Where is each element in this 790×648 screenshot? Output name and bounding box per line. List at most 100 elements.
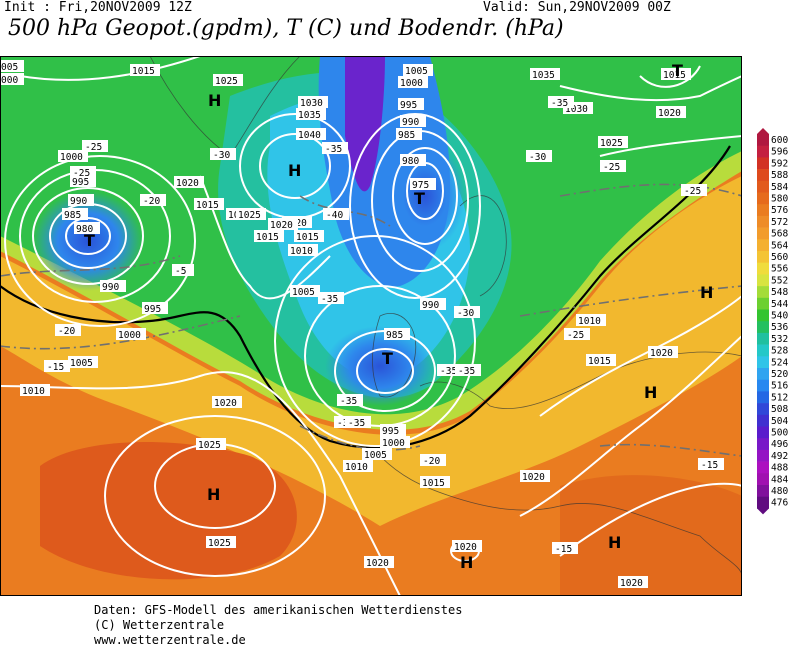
svg-text:-35: -35 bbox=[340, 396, 357, 407]
data-credits: Daten: GFS-Modell des amerikanischen Wet… bbox=[94, 603, 462, 648]
svg-text:1020: 1020 bbox=[658, 108, 681, 119]
svg-text:1020: 1020 bbox=[650, 348, 673, 359]
pressure-label: 1010 bbox=[576, 314, 606, 327]
svg-text:985: 985 bbox=[386, 330, 403, 341]
pressure-label: 1035 bbox=[530, 68, 560, 81]
init-time: Init : Fri,20NOV2009 12Z bbox=[4, 0, 192, 15]
svg-text:1030: 1030 bbox=[565, 104, 588, 115]
scale-label: 552 bbox=[771, 275, 788, 286]
pressure-label: 1020 bbox=[174, 176, 204, 189]
scale-label: 564 bbox=[771, 240, 788, 251]
scale-swatch bbox=[757, 297, 769, 310]
scale-swatch bbox=[757, 344, 769, 357]
scale-label: 596 bbox=[771, 147, 788, 158]
svg-text:-30: -30 bbox=[457, 308, 474, 319]
svg-text:-20: -20 bbox=[58, 326, 75, 337]
svg-text:-25: -25 bbox=[567, 330, 584, 341]
svg-text:1005: 1005 bbox=[405, 66, 428, 77]
pressure-label: 1025 bbox=[196, 438, 226, 451]
scale-swatch bbox=[757, 403, 769, 416]
weather-map: 1015 1025 1030 1035 1040 1005 1000 995 9… bbox=[0, 56, 742, 596]
scale-label: 580 bbox=[771, 194, 788, 205]
scale-label: 484 bbox=[771, 474, 788, 485]
svg-text:1010: 1010 bbox=[22, 386, 45, 397]
geopotential-552-line bbox=[0, 145, 731, 449]
scale-label: 540 bbox=[771, 311, 788, 322]
svg-text:1015: 1015 bbox=[588, 356, 611, 367]
field-purple bbox=[345, 56, 385, 192]
svg-text:-25: -25 bbox=[85, 142, 102, 153]
svg-text:1010: 1010 bbox=[578, 316, 601, 327]
pressure-label: 1015 bbox=[254, 230, 284, 243]
pressure-label: 975 bbox=[410, 178, 436, 191]
high-center: H bbox=[207, 485, 220, 504]
scale-swatch bbox=[757, 379, 769, 392]
scale-label: 528 bbox=[771, 346, 788, 357]
pressure-label: 1015 bbox=[420, 476, 450, 489]
svg-text:1015: 1015 bbox=[422, 478, 445, 489]
temperature-label: -35 bbox=[322, 142, 348, 155]
svg-text:1005: 1005 bbox=[70, 358, 93, 369]
scale-label: 504 bbox=[771, 416, 788, 427]
scale-label: 476 bbox=[771, 498, 788, 509]
high-center: H bbox=[644, 383, 657, 402]
pressure-label: 1015 bbox=[661, 68, 691, 81]
low-west-field bbox=[33, 191, 143, 291]
svg-text:-15: -15 bbox=[555, 544, 572, 555]
valid-time: Valid: Sun,29NOV2009 00Z bbox=[483, 0, 671, 15]
svg-text:000: 000 bbox=[1, 75, 18, 86]
svg-text:-35: -35 bbox=[348, 418, 365, 429]
high-center: H bbox=[460, 553, 473, 572]
svg-text:1020: 1020 bbox=[176, 178, 199, 189]
scale-swatch bbox=[757, 192, 769, 205]
pressure-label: 1005 bbox=[68, 356, 98, 369]
svg-text:995: 995 bbox=[72, 177, 89, 188]
svg-text:-35: -35 bbox=[458, 366, 475, 377]
svg-text:985: 985 bbox=[64, 210, 81, 221]
svg-text:1000: 1000 bbox=[118, 330, 141, 341]
coastlines bbox=[149, 56, 742, 577]
pressure-label: 990 bbox=[68, 194, 94, 207]
pressure-label: 1000 bbox=[58, 150, 88, 163]
svg-text:1020: 1020 bbox=[522, 472, 545, 483]
map-frame bbox=[0, 56, 742, 596]
svg-text:990: 990 bbox=[102, 282, 119, 293]
high-center: H bbox=[288, 161, 301, 180]
pressure-label: 985 bbox=[396, 128, 422, 141]
svg-text:995: 995 bbox=[400, 100, 417, 111]
svg-text:1020: 1020 bbox=[214, 398, 237, 409]
high-center: H bbox=[208, 91, 221, 110]
pressure-label: 1015 bbox=[194, 198, 224, 211]
svg-text:980: 980 bbox=[402, 156, 419, 167]
pressure-label: 1000 bbox=[116, 328, 146, 341]
svg-text:990: 990 bbox=[70, 196, 87, 207]
temperature-label: -40 bbox=[323, 208, 349, 221]
svg-text:-15: -15 bbox=[701, 460, 718, 471]
pressure-centers: H H T T T H H H H T H bbox=[84, 61, 713, 572]
svg-text:1005: 1005 bbox=[364, 450, 387, 461]
scale-top-arrow bbox=[757, 128, 769, 134]
pressure-label: 980 bbox=[74, 222, 100, 235]
svg-text:-35: -35 bbox=[440, 366, 457, 377]
svg-text:1030: 1030 bbox=[300, 98, 323, 109]
svg-text:005: 005 bbox=[1, 62, 18, 73]
temperature-label: -35 bbox=[318, 292, 344, 305]
scale-swatch bbox=[757, 391, 769, 404]
scale-swatch bbox=[757, 414, 769, 427]
temperature-label: -25 bbox=[600, 160, 626, 173]
pressure-label: 995 bbox=[380, 424, 406, 437]
svg-text:-15: -15 bbox=[47, 362, 64, 373]
pressure-label: 1010 bbox=[288, 244, 318, 257]
temperature-label: -15 bbox=[44, 360, 70, 373]
temperature-label: -25 bbox=[564, 328, 590, 341]
svg-text:1035: 1035 bbox=[532, 70, 555, 81]
pressure-label: 1015 bbox=[586, 354, 616, 367]
svg-text:1025: 1025 bbox=[198, 440, 221, 451]
scale-label: 500 bbox=[771, 428, 788, 439]
scale-swatch bbox=[757, 309, 769, 322]
scale-swatch bbox=[757, 145, 769, 158]
svg-text:-30: -30 bbox=[213, 150, 230, 161]
scale-label: 480 bbox=[771, 486, 788, 497]
pressure-label: 1010 bbox=[343, 460, 373, 473]
svg-text:980: 980 bbox=[76, 224, 93, 235]
